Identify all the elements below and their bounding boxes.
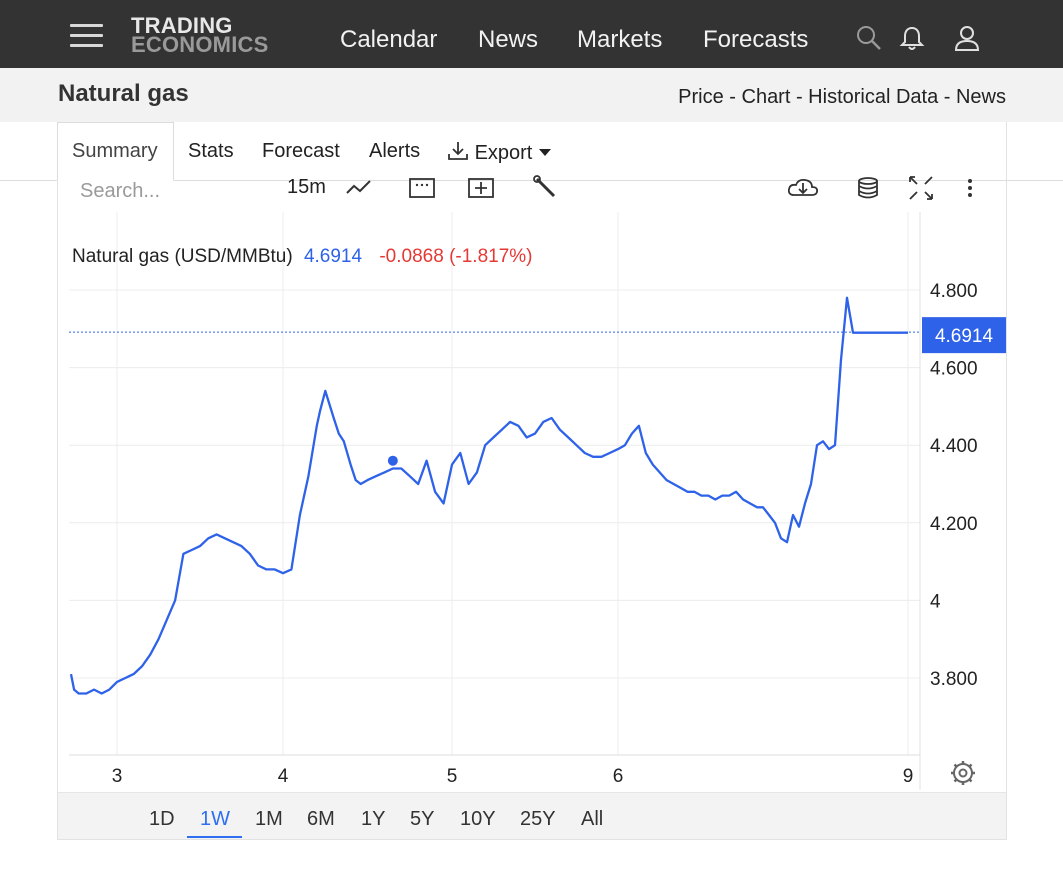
x-axis-labels: 3 4 5 6 9 xyxy=(112,766,914,787)
y-tick-label: 4 xyxy=(930,591,941,612)
logo-line-1: TRADING xyxy=(131,13,233,38)
page-header xyxy=(0,68,1063,122)
page-title: Natural gas xyxy=(58,80,189,107)
page-subnav[interactable]: Price - Chart - Historical Data - News xyxy=(678,86,1006,108)
tab-stats[interactable]: Stats xyxy=(188,140,234,162)
nav-calendar[interactable]: Calendar xyxy=(340,26,438,53)
database-icon[interactable] xyxy=(856,173,880,203)
series-line[interactable] xyxy=(69,296,908,695)
more-vert-icon[interactable] xyxy=(960,173,980,203)
bell-icon[interactable] xyxy=(898,24,926,52)
legend: Natural gas (USD/MMBtu) 4.6914 -0.0868 (… xyxy=(72,246,533,267)
tab-forecast[interactable]: Forecast xyxy=(262,140,340,162)
tab-export-label: Export xyxy=(474,142,533,164)
nav-forecasts[interactable]: Forecasts xyxy=(703,26,809,53)
chart-settings-icon[interactable] xyxy=(951,761,975,785)
range-all[interactable]: All xyxy=(581,808,604,830)
chart-panel xyxy=(57,122,1007,840)
line-chart-icon[interactable] xyxy=(344,173,374,203)
add-compare-icon[interactable] xyxy=(466,173,496,203)
wrench-icon[interactable] xyxy=(530,173,560,203)
search-icon[interactable] xyxy=(855,24,883,52)
range-5y[interactable]: 5Y xyxy=(410,808,435,830)
download-icon xyxy=(448,142,468,160)
fullscreen-icon[interactable] xyxy=(906,173,936,203)
tab-export[interactable]: Export xyxy=(447,140,552,165)
series-marker[interactable] xyxy=(387,455,398,466)
range-10y[interactable]: 10Y xyxy=(460,808,496,830)
interval-selector[interactable]: 15m xyxy=(287,176,326,198)
range-6m[interactable]: 6M xyxy=(307,808,335,830)
chevron-down-icon xyxy=(538,149,551,156)
range-1y[interactable]: 1Y xyxy=(361,808,386,830)
range-1m[interactable]: 1M xyxy=(255,808,283,830)
legend-price: 4.6914 xyxy=(304,246,363,267)
range-active-underline xyxy=(187,836,242,838)
nav-news[interactable]: News xyxy=(478,26,539,53)
range-1w[interactable]: 1W xyxy=(200,808,230,830)
tab-summary[interactable]: Summary xyxy=(72,140,158,162)
x-tick-label: 6 xyxy=(613,766,624,787)
tab-strip xyxy=(0,122,1063,181)
y-axis-labels: 3.800 4 4.200 4.400 4.600 4.800 xyxy=(930,281,978,690)
menu-icon[interactable] xyxy=(70,22,103,50)
y-tick-label: 3.800 xyxy=(930,669,978,690)
x-tick-label: 3 xyxy=(112,766,123,787)
symbol-search-input[interactable]: Search... xyxy=(80,180,161,202)
x-tick-label: 4 xyxy=(278,766,289,787)
x-tick-label: 9 xyxy=(903,766,914,787)
last-price-tag-label: 4.6914 xyxy=(935,326,994,347)
download-cloud-icon[interactable] xyxy=(786,173,820,203)
range-25y[interactable]: 25Y xyxy=(520,808,556,830)
range-1d[interactable]: 1D xyxy=(149,808,175,830)
legend-series-name: Natural gas (USD/MMBtu) xyxy=(72,246,293,267)
logo-line-2: ECONOMICS xyxy=(131,32,269,57)
nav-markets[interactable]: Markets xyxy=(577,26,663,53)
y-tick-label: 4.600 xyxy=(930,359,978,380)
y-tick-label: 4.400 xyxy=(930,436,978,457)
chart-grid xyxy=(69,212,920,755)
y-tick-label: 4.200 xyxy=(930,514,978,535)
x-tick-label: 5 xyxy=(447,766,458,787)
top-navigation-bar xyxy=(0,0,1063,68)
y-tick-label: 4.800 xyxy=(930,281,978,302)
calendar-icon[interactable] xyxy=(407,173,437,203)
user-icon[interactable] xyxy=(953,24,981,52)
range-selector-bar xyxy=(58,792,1006,839)
legend-change: -0.0868 (-1.817%) xyxy=(379,246,532,267)
tab-alerts[interactable]: Alerts xyxy=(369,140,421,162)
last-price-tag xyxy=(922,317,1006,354)
site-logo[interactable]: TRADING ECONOMICS xyxy=(131,13,269,57)
tab-summary-box xyxy=(57,122,174,181)
